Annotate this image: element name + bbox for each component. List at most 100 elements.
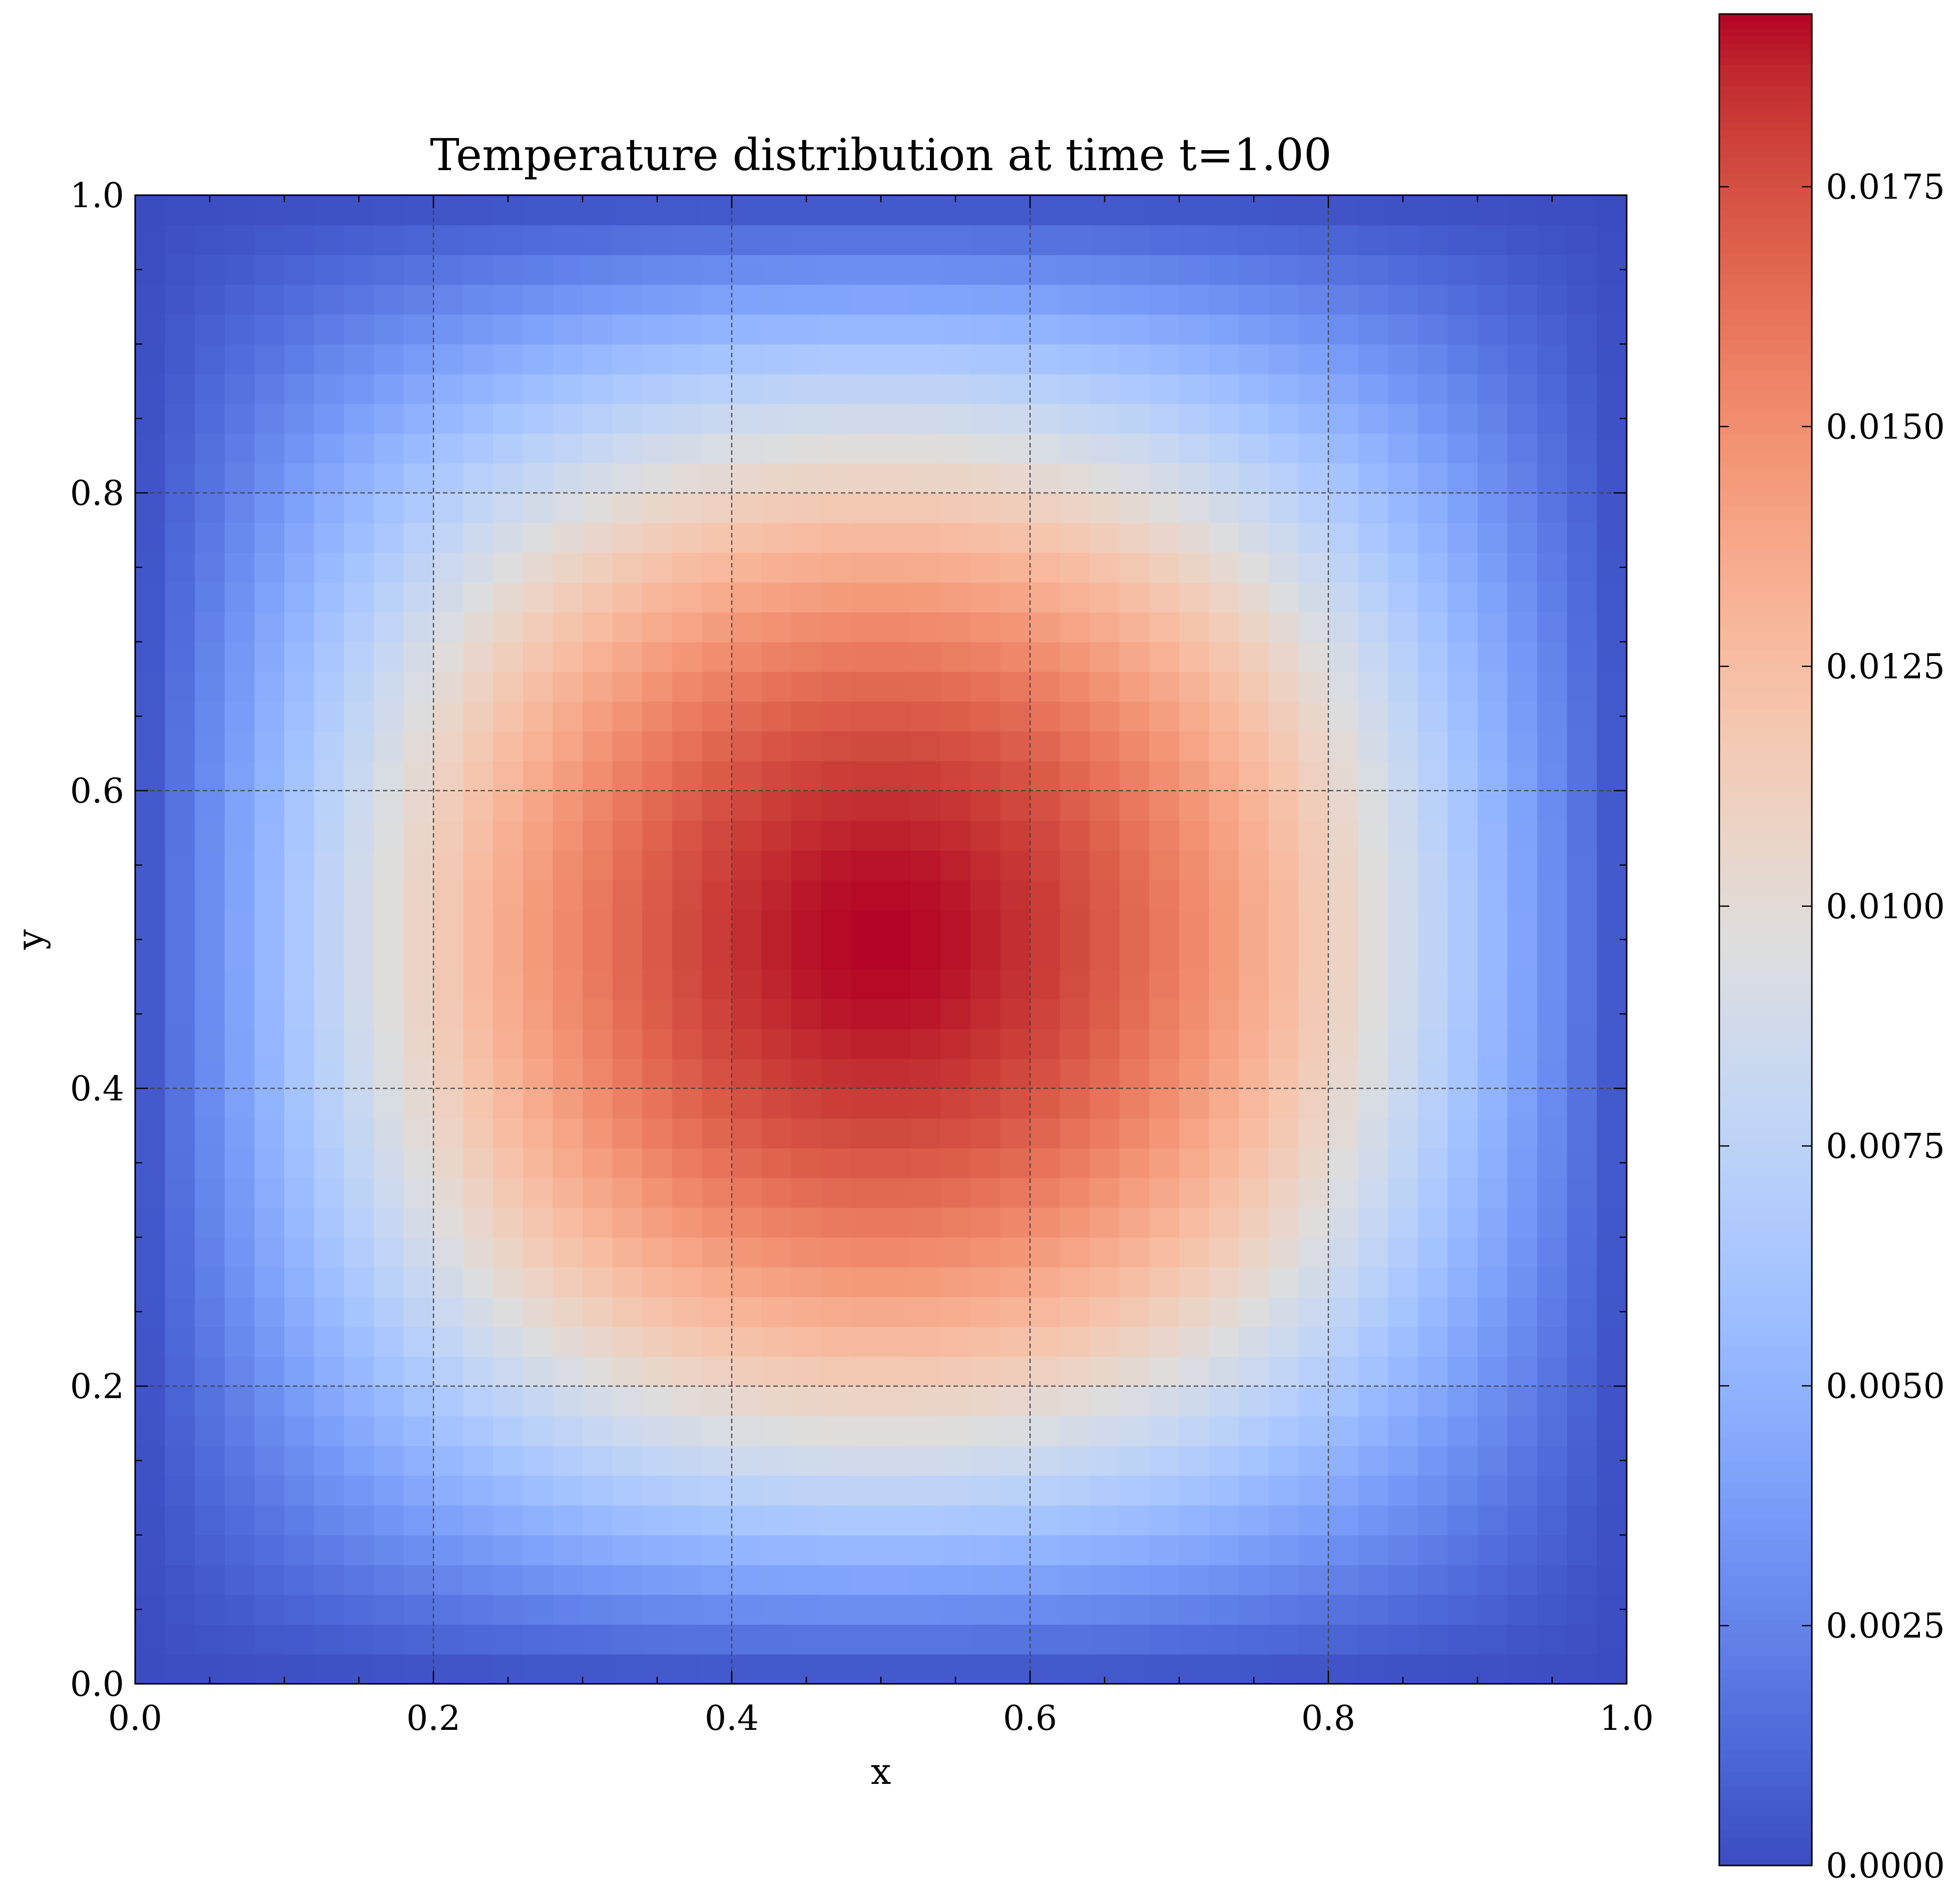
colorbar-segment [1719, 1446, 1812, 1454]
heatmap-cell [1597, 522, 1627, 553]
heatmap-cell [224, 672, 255, 702]
heatmap-cell [1417, 1624, 1448, 1655]
heatmap-cell [1417, 1088, 1448, 1119]
heatmap-cell [165, 1386, 195, 1417]
heatmap-cell [224, 1624, 255, 1655]
heatmap-cell [672, 1237, 703, 1267]
heatmap-cell [254, 672, 285, 702]
heatmap-cell [1567, 463, 1598, 493]
heatmap-cell [403, 552, 434, 583]
colorbar-tick-label: 0.0050 [1826, 1367, 1945, 1406]
colorbar-segment [1719, 853, 1812, 861]
heatmap-cell [284, 1565, 315, 1595]
heatmap-cell [1447, 1207, 1478, 1238]
heatmap-cell [1030, 1058, 1061, 1089]
heatmap-cell [1597, 731, 1627, 762]
heatmap-cell [881, 1356, 911, 1387]
colorbar-segment [1719, 737, 1812, 745]
heatmap-cell [702, 403, 732, 434]
colorbar-segment [1719, 650, 1812, 659]
heatmap-cell [851, 1594, 881, 1625]
heatmap-cell [1090, 1118, 1120, 1148]
heatmap-cell [583, 255, 613, 285]
heatmap-cell [1268, 1058, 1299, 1089]
heatmap-cell [135, 522, 166, 553]
heatmap-cell [463, 910, 494, 940]
heatmap-cell [284, 344, 315, 374]
heatmap-cell [732, 1475, 762, 1506]
heatmap-cell [1209, 225, 1239, 255]
heatmap-cell [254, 1237, 285, 1267]
heatmap-cell [881, 850, 911, 881]
heatmap-cell [553, 1029, 583, 1059]
heatmap-cell [553, 374, 583, 404]
colorbar-segment [1719, 665, 1812, 673]
heatmap-cell [1030, 1237, 1061, 1267]
heatmap-cell [1119, 433, 1150, 464]
heatmap-cell [1239, 910, 1269, 940]
heatmap-cell [1507, 255, 1538, 285]
heatmap-cell [732, 1565, 762, 1595]
heatmap-cell [195, 1535, 225, 1565]
colorbar-segment [1719, 961, 1812, 969]
heatmap-cell [612, 1535, 643, 1565]
colorbar-tick-label: 0.0150 [1826, 407, 1945, 447]
heatmap-cell [1298, 939, 1329, 970]
heatmap-cell [1447, 552, 1478, 583]
heatmap-cell [791, 820, 822, 851]
heatmap-cell [732, 1327, 762, 1357]
heatmap-cell [910, 522, 941, 553]
heatmap-cell [1537, 612, 1568, 643]
heatmap-cell [254, 880, 285, 910]
heatmap-cell [373, 939, 404, 970]
heatmap-cell [1388, 701, 1418, 732]
heatmap-cell [195, 1148, 225, 1178]
heatmap-cell [135, 344, 166, 374]
heatmap-cell [135, 433, 166, 464]
heatmap-cell [583, 1327, 613, 1357]
heatmap-cell [1209, 195, 1239, 226]
heatmap-cell [165, 344, 195, 374]
heatmap-cell [940, 1207, 971, 1238]
heatmap-cell [254, 225, 285, 255]
heatmap-cell [732, 522, 762, 553]
heatmap-cell [1298, 1475, 1329, 1506]
heatmap-cell [1119, 1267, 1150, 1298]
heatmap-cell [1417, 1416, 1448, 1446]
heatmap-cell [1000, 1356, 1031, 1387]
heatmap-cell [463, 1058, 494, 1089]
heatmap-cell [1149, 791, 1180, 821]
heatmap-cell [1478, 1535, 1508, 1565]
heatmap-cell [1298, 1267, 1329, 1298]
heatmap-cell [1358, 1207, 1388, 1238]
heatmap-cell [970, 731, 1001, 762]
heatmap-cell [284, 1446, 315, 1476]
heatmap-cell [1447, 880, 1478, 910]
heatmap-cell [314, 642, 344, 672]
heatmap-cell [314, 761, 344, 791]
heatmap-cell [1209, 1475, 1239, 1506]
heatmap-cell [1447, 1267, 1478, 1298]
heatmap-cell [1388, 910, 1418, 940]
colorbar-segment [1719, 1843, 1812, 1851]
heatmap-cell [910, 1177, 941, 1208]
heatmap-cell [1597, 969, 1627, 1000]
heatmap-cell [403, 1624, 434, 1655]
heatmap-cell [493, 642, 524, 672]
colorbar-segment [1719, 1453, 1812, 1461]
heatmap-cell [1447, 701, 1478, 732]
heatmap-cell [1268, 314, 1299, 345]
heatmap-cell [1478, 672, 1508, 702]
heatmap-cell [791, 791, 822, 821]
heatmap-cell [553, 552, 583, 583]
heatmap-cell [1268, 1029, 1299, 1059]
heatmap-cell [910, 791, 941, 821]
heatmap-cell [1537, 672, 1568, 702]
heatmap-cell [761, 1446, 792, 1476]
heatmap-cell [553, 1565, 583, 1595]
heatmap-cell [1179, 1058, 1210, 1089]
heatmap-cell [642, 999, 673, 1029]
heatmap-cell [1030, 1297, 1061, 1327]
heatmap-cell [553, 1148, 583, 1178]
heatmap-cell [523, 969, 554, 1000]
